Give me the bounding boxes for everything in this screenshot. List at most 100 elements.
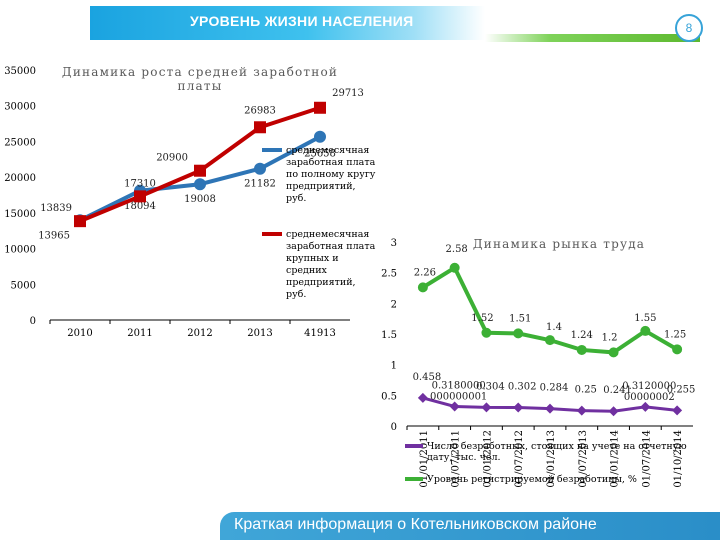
data-point-unemployed-count — [417, 392, 428, 403]
data-label: 0.3180000 — [432, 380, 486, 391]
data-point-full-circle — [314, 130, 326, 143]
y-tick-label: 2 — [391, 299, 397, 310]
data-label: 2.58 — [446, 244, 468, 255]
y-tick-label: 20000 — [4, 173, 36, 184]
x-tick-label: 01/01/2011 — [419, 430, 430, 488]
data-label: 21182 — [244, 179, 276, 190]
data-point-unemployment-rate — [672, 344, 683, 355]
data-label: 0.302 — [508, 381, 537, 392]
data-label: 1.25 — [664, 329, 686, 340]
data-label: 0.3120000 — [622, 381, 676, 392]
x-tick-label: 01/01/2013 — [546, 430, 557, 488]
y-tick-label: 35000 — [4, 66, 36, 77]
data-point-unemployed-count — [545, 403, 555, 414]
page-number-badge: 8 — [675, 14, 703, 42]
data-label: 0.458 — [413, 372, 442, 383]
data-point-unemployment-rate — [513, 328, 524, 339]
data-point-large-medium — [134, 190, 146, 203]
chart-title: Динамика рынка труда — [473, 237, 645, 251]
chart-title-line: платы — [178, 79, 223, 93]
x-tick-label: 01/01/2012 — [482, 430, 493, 488]
slide-header: УРОВЕНЬ ЖИЗНИ НАСЕЛЕНИЯ 8 — [0, 0, 720, 44]
data-label: 1.4 — [546, 322, 562, 333]
data-label: 1.2 — [602, 332, 618, 343]
legend-label-line: руб. — [286, 289, 306, 300]
y-tick-label: 0 — [30, 316, 36, 327]
legend-label-line: по полному кругу — [286, 169, 376, 180]
legend-label-line: руб. — [286, 193, 306, 204]
data-label: 0.304 — [476, 381, 505, 392]
data-label: 0.241 — [603, 385, 632, 396]
data-label: 17310 — [124, 178, 156, 189]
legend-label-line: предприятий, — [286, 277, 356, 288]
data-point-unemployment-rate — [545, 335, 555, 346]
page-title: УРОВЕНЬ ЖИЗНИ НАСЕЛЕНИЯ — [190, 13, 414, 29]
x-tick-label: 01/01/2014 — [610, 430, 621, 488]
footer-text: Краткая информация о Котельниковском рай… — [234, 516, 597, 533]
data-point-full-circle — [254, 162, 266, 175]
y-tick-label: 0 — [391, 422, 397, 433]
x-tick-label: 01/10/2014 — [673, 430, 684, 488]
x-tick-label: 01/07/2011 — [451, 430, 462, 488]
y-tick-label: 10000 — [4, 245, 36, 256]
chart-title-line: Динамика роста средней заработной — [62, 65, 338, 79]
x-tick-label: 2011 — [127, 328, 152, 339]
data-label: 00000002 — [624, 392, 675, 403]
data-label: 0.284 — [540, 383, 569, 394]
data-point-large-medium — [194, 164, 206, 177]
y-tick-label: 3 — [391, 238, 397, 249]
data-point-unemployed-count — [449, 401, 460, 412]
data-label: 1.55 — [634, 313, 656, 324]
legend-label-line: средних — [286, 265, 328, 276]
header-bar — [90, 6, 485, 40]
x-tick-label: 2012 — [187, 328, 212, 339]
data-label: 13839 — [40, 203, 72, 214]
x-tick-label: 01/07/2014 — [641, 430, 652, 488]
legend-label-line: крупных и — [286, 253, 339, 264]
legend-label-line: среднемесячная — [286, 229, 369, 240]
legend-label-line: предприятий, — [286, 181, 356, 192]
data-label: 19008 — [184, 194, 216, 205]
data-point-large-medium — [254, 121, 266, 134]
data-label: 20900 — [156, 153, 188, 164]
x-tick-label: 41913 — [304, 328, 336, 339]
data-label: 1.51 — [509, 313, 531, 324]
legend-label-line: дату, тыс. чел. — [427, 452, 501, 463]
data-point-unemployment-rate — [481, 327, 492, 338]
data-point-full-circle — [194, 178, 206, 191]
data-point-unemployment-rate — [417, 282, 428, 293]
data-point-unemployed-count — [608, 406, 619, 417]
data-label: 1.24 — [571, 330, 593, 341]
data-point-unemployment-rate — [449, 262, 460, 273]
wage-growth-chart: 0 5000 10000 15000 20000 25000 30000 35000 2010 2… — [4, 65, 376, 339]
data-point-unemployed-count — [576, 405, 587, 416]
data-label: 13965 — [38, 230, 70, 241]
data-label: 25658 — [304, 149, 336, 160]
legend-label-line: среднемесячная — [286, 145, 369, 156]
data-point-unemployed-count — [513, 402, 524, 413]
data-point-unemployment-rate — [608, 347, 619, 358]
footer-banner: Краткая информация о Котельниковском рай… — [220, 512, 720, 540]
x-tick-label: 01/07/2012 — [514, 430, 525, 488]
x-tick-label: 01/07/2013 — [578, 430, 589, 488]
data-label: 26983 — [244, 105, 276, 116]
y-tick-label: 5000 — [11, 280, 36, 291]
data-label: 2.26 — [414, 267, 436, 278]
legend-label-line: заработная плата — [286, 241, 376, 252]
y-tick-label: 25000 — [4, 137, 36, 148]
header-rule — [485, 34, 700, 42]
data-label: 0.255 — [667, 384, 696, 395]
data-point-unemployed-count — [672, 405, 683, 416]
data-label: 0.25 — [575, 385, 597, 396]
legend-label-line: Уровень регистрируемой безработицы, % — [427, 474, 637, 485]
data-point-unemployed-count — [481, 402, 492, 413]
y-tick-label: 1 — [391, 361, 397, 372]
data-label: 18094 — [124, 201, 156, 212]
data-point-unemployment-rate — [640, 325, 651, 336]
data-label: 000000001 — [430, 391, 487, 402]
data-point-large-medium — [74, 215, 86, 228]
data-point-unemployment-rate — [576, 344, 587, 355]
x-tick-label: 2013 — [247, 328, 272, 339]
x-tick-label: 2010 — [67, 328, 92, 339]
